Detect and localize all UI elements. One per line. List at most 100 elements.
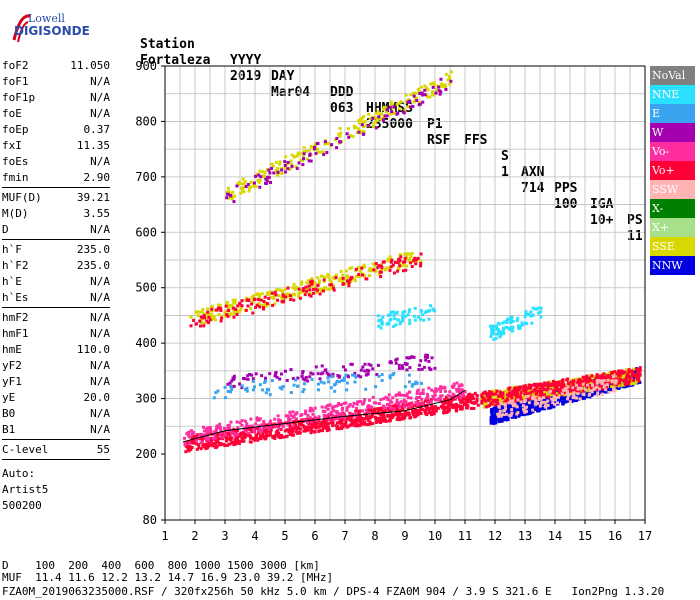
echo-point [431,81,435,85]
echo-point [232,374,236,378]
echo-point [392,407,396,411]
echo-point [262,422,266,426]
echo-point [391,263,395,267]
echo-point [621,371,625,375]
echo-point [519,406,523,410]
echo-point [362,400,366,404]
echo-point [189,440,193,444]
echo-point [494,411,498,415]
param-row: foEp 0.37 [2,122,110,138]
legend-item: X+ [650,218,695,237]
echo-point [535,406,539,410]
echo-point [365,415,369,419]
echo-point [260,434,264,438]
echo-point [319,274,323,278]
param-value: 39.21 [76,191,110,204]
echo-point [420,367,424,371]
echo-point [354,375,358,379]
echo-point [503,404,507,408]
echo-point [595,379,599,383]
echo-point [560,379,564,383]
echo-point [219,432,223,436]
echo-point [336,417,340,421]
echo-point [240,419,244,423]
echo-point [269,425,273,429]
echo-point [368,116,372,120]
echo-point [333,389,337,393]
echo-point [586,376,590,380]
echo-point [516,403,520,407]
echo-point [394,411,398,415]
echo-point [317,281,321,285]
echo-point [624,377,628,381]
echo-point [310,377,314,381]
echo-point [227,442,231,446]
echo-point [575,399,579,403]
echo-point [285,428,289,432]
echo-point [525,322,529,326]
echo-point [355,418,359,422]
ionospheric-parameters-panel: foF2 11.050 foF1 N/A foF1p N/A foE N/A foEp 0… [2,58,110,514]
echo-point [277,427,281,431]
echo-point [386,259,390,263]
echo-point [249,307,253,311]
echo-point [328,283,332,287]
echo-point [233,438,237,442]
echo-point [571,386,575,390]
echo-point [332,405,336,409]
echo-point [377,115,381,119]
echo-point [331,372,335,376]
echo-point [222,427,226,431]
echo-point [444,395,448,399]
echo-point [215,440,219,444]
echo-point [198,319,202,323]
echo-point [357,119,361,123]
echo-point [619,380,623,384]
echo-point [272,171,276,175]
echo-point [443,386,447,390]
y-tick-label: 400 [135,336,157,350]
echo-point [425,353,429,357]
echo-point [362,115,366,119]
echo-point [273,302,277,306]
echo-point [187,430,191,434]
echo-point [312,291,316,295]
echo-point [406,411,410,415]
echo-point [507,391,511,395]
param-row: hmF1 N/A [2,326,110,342]
echo-point [191,441,195,445]
echo-point [267,296,271,300]
echo-point [217,436,221,440]
echo-point [313,281,317,285]
echo-point [377,324,381,328]
echo-point [277,294,281,298]
echo-point [564,397,568,401]
echo-point [393,404,397,408]
echo-point [336,425,340,429]
echo-point [274,160,278,164]
param-value: N/A [90,75,110,88]
echo-point [351,135,355,139]
echo-point [308,416,312,420]
echo-point [407,380,411,384]
echo-point [242,439,246,443]
echo-point [264,429,268,433]
echo-point [187,435,191,439]
param-value: N/A [90,223,110,236]
echo-point [404,268,408,272]
echo-point [211,442,215,446]
echo-point [321,289,325,293]
echo-point [340,425,344,429]
echo-point [302,150,306,154]
echo-point [531,395,535,399]
echo-point [458,396,462,400]
echo-point [385,114,389,118]
echo-point [501,328,505,332]
echo-point [490,328,494,332]
echo-point [325,142,329,146]
echo-point [621,375,625,379]
legend-item: NNE [650,85,695,104]
echo-point [196,314,200,318]
echo-point [401,402,405,406]
echo-point [394,311,398,315]
